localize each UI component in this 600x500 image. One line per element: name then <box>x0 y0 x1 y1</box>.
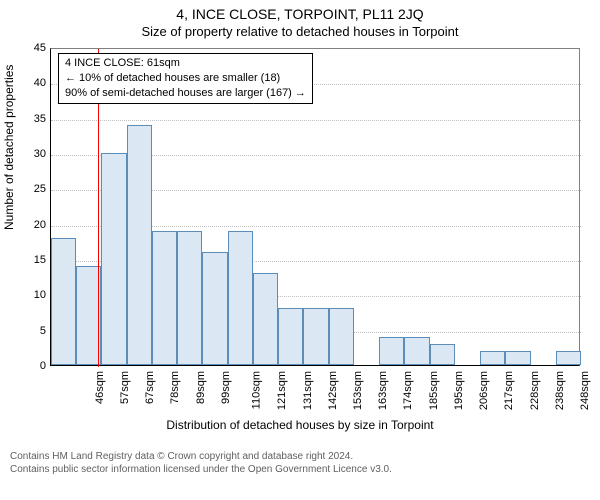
histogram-bar <box>202 252 227 365</box>
histogram-bar <box>51 238 76 365</box>
histogram-bar <box>480 351 505 365</box>
histogram-bar <box>152 231 177 365</box>
y-axis-label: Number of detached properties <box>2 65 16 230</box>
gridline <box>51 120 581 121</box>
histogram-bar <box>329 308 354 365</box>
x-tick-label: 228sqm <box>529 371 541 410</box>
annotation-line: 90% of semi-detached houses are larger (… <box>65 86 306 101</box>
chart-subtitle: Size of property relative to detached ho… <box>0 24 600 39</box>
x-tick-label: 238sqm <box>554 371 566 410</box>
x-tick-label: 217sqm <box>504 371 516 410</box>
footer-attribution: Contains HM Land Registry data © Crown c… <box>10 450 392 476</box>
x-tick-label: 185sqm <box>428 371 440 410</box>
x-tick-label: 163sqm <box>377 371 389 410</box>
x-tick-label: 131sqm <box>302 371 314 410</box>
x-tick-label: 57sqm <box>119 371 131 404</box>
histogram-bar <box>379 337 404 365</box>
histogram-bar <box>556 351 581 365</box>
y-tick-label: 0 <box>22 360 46 372</box>
y-tick-label: 5 <box>22 325 46 337</box>
x-tick-label: 46sqm <box>94 371 106 404</box>
histogram-bar <box>278 308 303 365</box>
y-tick-label: 20 <box>22 219 46 231</box>
histogram-bar <box>127 125 152 365</box>
x-tick-label: 153sqm <box>352 371 364 410</box>
histogram-bar <box>101 153 126 365</box>
chart-title: 4, INCE CLOSE, TORPOINT, PL11 2JQ <box>0 6 600 22</box>
x-tick-label: 99sqm <box>220 371 232 404</box>
annotation-box: 4 INCE CLOSE: 61sqm← 10% of detached hou… <box>58 53 313 104</box>
histogram-bar <box>253 273 278 365</box>
x-tick-label: 78sqm <box>169 371 181 404</box>
x-tick-label: 142sqm <box>327 371 339 410</box>
footer-line-2: Contains public sector information licen… <box>10 463 392 476</box>
histogram-bar <box>505 351 530 365</box>
y-tick-label: 40 <box>22 77 46 89</box>
y-tick-label: 35 <box>22 113 46 125</box>
histogram-bar <box>303 308 328 365</box>
x-tick-label: 110sqm <box>250 371 262 409</box>
x-tick-label: 89sqm <box>195 371 207 404</box>
y-tick-label: 45 <box>22 42 46 54</box>
annotation-line: 4 INCE CLOSE: 61sqm <box>65 56 306 71</box>
footer-line-1: Contains HM Land Registry data © Crown c… <box>10 450 392 463</box>
annotation-line: ← 10% of detached houses are smaller (18… <box>65 71 306 86</box>
y-tick-label: 25 <box>22 183 46 195</box>
histogram-bar <box>177 231 202 365</box>
y-tick-label: 30 <box>22 148 46 160</box>
x-tick-label: 195sqm <box>453 371 465 410</box>
x-tick-label: 121sqm <box>276 371 288 410</box>
y-tick-label: 10 <box>22 289 46 301</box>
x-axis-label: Distribution of detached houses by size … <box>0 418 600 432</box>
x-tick-label: 248sqm <box>579 371 591 410</box>
x-tick-label: 206sqm <box>478 371 490 410</box>
histogram-bar <box>228 231 253 365</box>
y-tick-label: 15 <box>22 254 46 266</box>
x-tick-label: 67sqm <box>144 371 156 404</box>
histogram-bar <box>404 337 429 365</box>
x-tick-label: 174sqm <box>403 371 415 410</box>
histogram-bar <box>430 344 455 365</box>
